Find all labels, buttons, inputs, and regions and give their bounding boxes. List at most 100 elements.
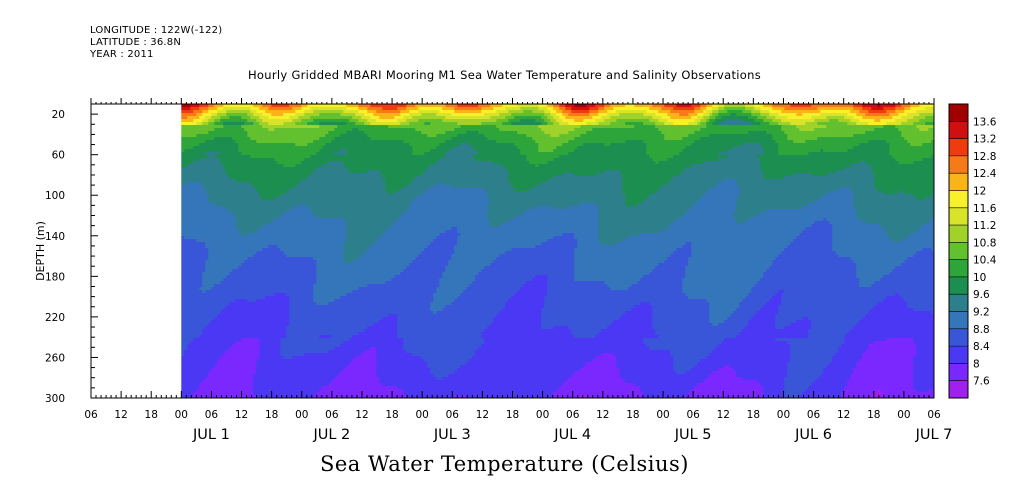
field-cell: [193, 371, 197, 375]
field-cell: [193, 290, 197, 294]
field-cell: [241, 392, 245, 396]
field-cell: [226, 230, 230, 234]
field-cell: [316, 257, 320, 261]
field-cell: [271, 260, 275, 264]
field-cell: [235, 323, 239, 327]
field-cell: [298, 188, 302, 192]
field-cell: [313, 353, 317, 357]
field-cell: [184, 110, 188, 114]
field-cell: [214, 245, 218, 249]
field-cell: [232, 206, 236, 210]
field-cell: [301, 275, 305, 279]
field-cell: [325, 377, 329, 381]
field-cell: [268, 230, 272, 234]
field-cell: [319, 170, 323, 174]
field-cell: [184, 368, 188, 372]
field-cell: [253, 287, 257, 291]
field-cell: [229, 287, 233, 291]
field-cell: [244, 191, 248, 195]
field-cell: [220, 116, 224, 120]
field-cell: [241, 227, 245, 231]
field-cell: [187, 149, 191, 153]
field-cell: [289, 161, 293, 165]
field-cell: [244, 125, 248, 129]
field-cell: [190, 338, 194, 342]
field-cell: [247, 194, 251, 198]
field-cell: [217, 386, 221, 390]
field-cell: [235, 149, 239, 153]
field-cell: [277, 332, 281, 336]
field-cell: [319, 275, 323, 279]
field-cell: [190, 143, 194, 147]
field-cell: [319, 152, 323, 156]
field-cell: [283, 302, 287, 306]
field-cell: [292, 197, 296, 201]
field-cell: [298, 209, 302, 213]
field-cell: [253, 380, 257, 384]
field-cell: [241, 338, 245, 342]
field-cell: [238, 305, 242, 309]
field-cell: [298, 131, 302, 135]
field-cell: [214, 224, 218, 228]
field-cell: [253, 170, 257, 174]
field-cell: [235, 350, 239, 354]
field-cell: [184, 188, 188, 192]
field-cell: [289, 128, 293, 132]
field-cell: [184, 257, 188, 261]
field-cell: [190, 215, 194, 219]
field-cell: [226, 257, 230, 261]
field-cell: [196, 119, 200, 123]
field-cell: [325, 266, 329, 270]
field-cell: [307, 131, 311, 135]
field-cell: [253, 248, 257, 252]
field-cell: [190, 365, 194, 369]
field-cell: [280, 239, 284, 243]
field-cell: [289, 185, 293, 189]
field-cell: [232, 209, 236, 213]
field-cell: [265, 299, 269, 303]
field-cell: [217, 305, 221, 309]
field-cell: [190, 170, 194, 174]
field-cell: [226, 251, 230, 255]
field-cell: [286, 323, 290, 327]
field-cell: [295, 383, 299, 387]
field-cell: [286, 377, 290, 381]
field-cell: [235, 125, 239, 129]
field-cell: [256, 251, 260, 255]
field-cell: [223, 143, 227, 147]
field-cell: [259, 233, 263, 237]
field-cell: [271, 227, 275, 231]
field-cell: [229, 371, 233, 375]
field-cell: [286, 281, 290, 285]
field-cell: [289, 113, 293, 117]
field-cell: [181, 365, 185, 369]
field-cell: [298, 269, 302, 273]
field-cell: [247, 173, 251, 177]
field-cell: [313, 281, 317, 285]
field-cell: [277, 161, 281, 165]
field-cell: [214, 320, 218, 324]
field-cell: [310, 185, 314, 189]
field-cell: [217, 254, 221, 258]
field-cell: [292, 122, 296, 126]
field-cell: [232, 308, 236, 312]
field-cell: [232, 149, 236, 153]
field-cell: [256, 326, 260, 330]
field-cell: [253, 212, 257, 216]
field-cell: [220, 149, 224, 153]
field-cell: [205, 149, 209, 153]
field-cell: [292, 158, 296, 162]
field-cell: [208, 122, 212, 126]
field-cell: [193, 269, 197, 273]
field-cell: [316, 113, 320, 117]
field-cell: [247, 260, 251, 264]
field-cell: [307, 359, 311, 363]
field-cell: [313, 131, 317, 135]
field-cell: [253, 143, 257, 147]
field-cell: [190, 164, 194, 168]
field-cell: [271, 239, 275, 243]
field-cell: [295, 269, 299, 273]
field-cell: [268, 212, 272, 216]
field-cell: [319, 131, 323, 135]
field-cell: [187, 350, 191, 354]
